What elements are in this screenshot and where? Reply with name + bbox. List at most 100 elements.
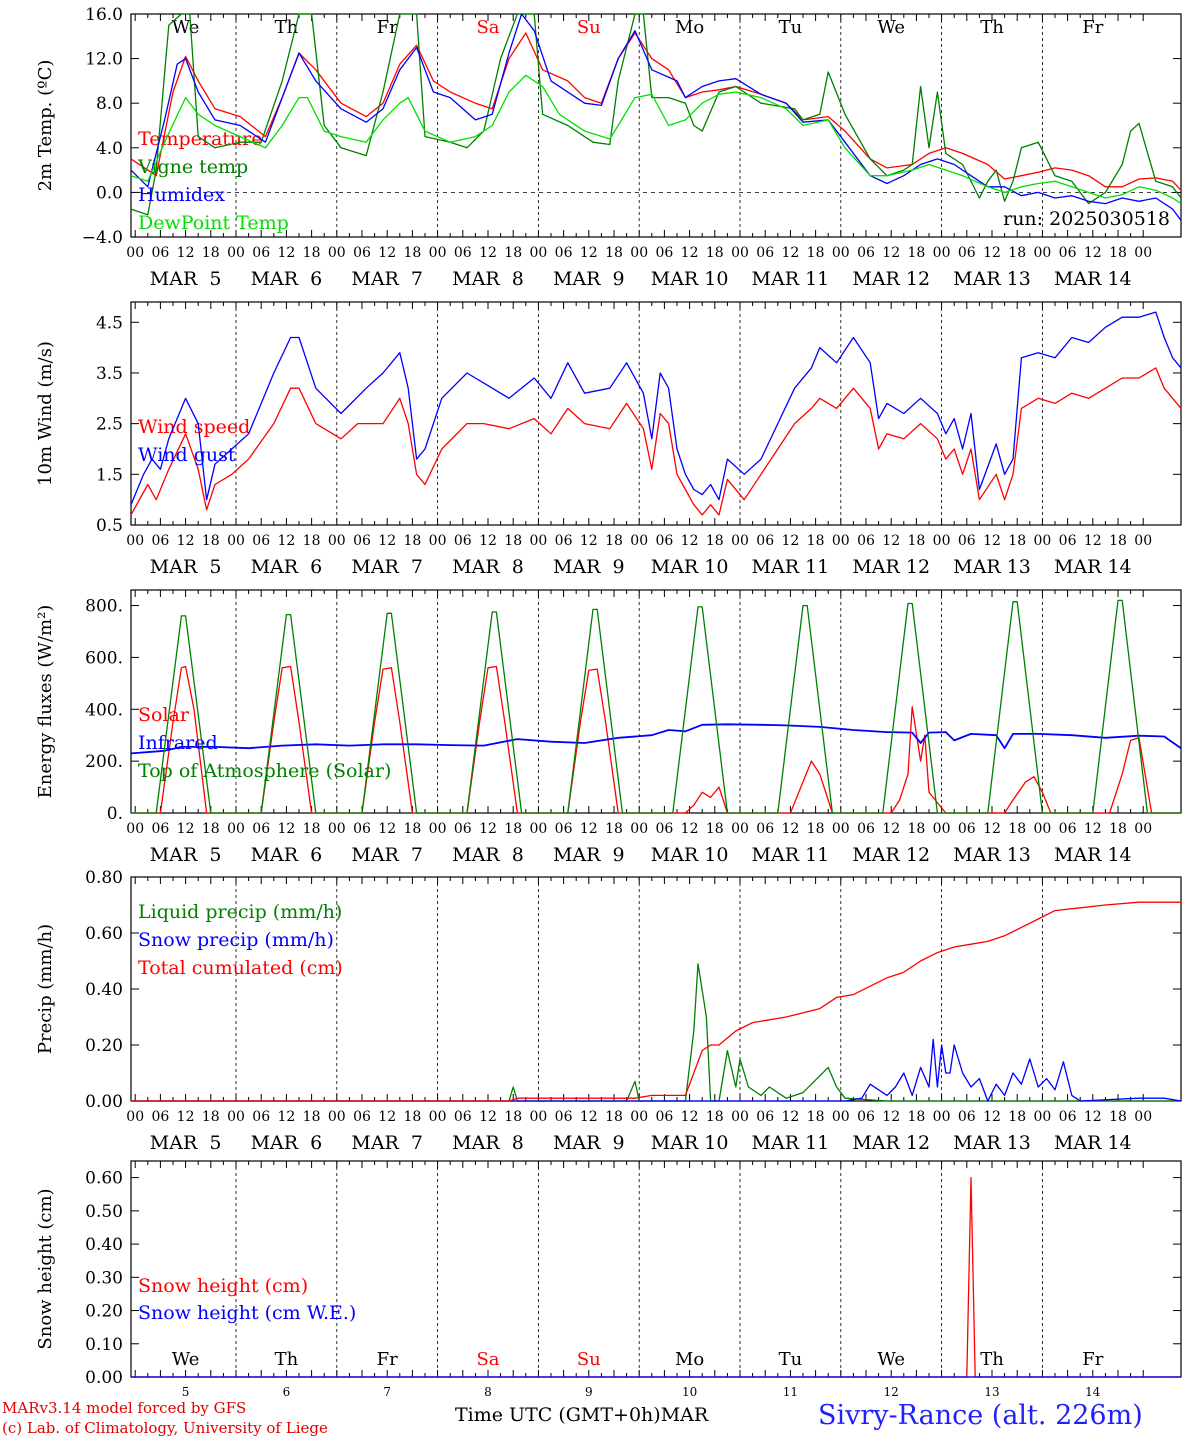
hour-tick-label: 00 <box>1134 245 1152 261</box>
date-label: MAR 10 <box>651 1132 729 1154</box>
y-tick-label: 12.0 <box>85 50 123 70</box>
hour-tick-label: 06 <box>958 821 976 837</box>
weekday-label: Th <box>980 1349 1004 1370</box>
y-tick-label: 600. <box>85 648 123 668</box>
legend-label: Top of Atmosphere (Solar) <box>138 760 391 782</box>
hour-tick-label: 18 <box>403 245 421 261</box>
date-label: MAR 12 <box>852 1132 930 1154</box>
hour-tick-label: 12 <box>681 821 699 837</box>
y-axis-label: 2m Temp. (ºC) <box>35 60 56 192</box>
hour-tick-label: 12 <box>681 245 699 261</box>
hour-tick-label: 00 <box>1134 533 1152 549</box>
hour-tick-label: 18 <box>202 533 220 549</box>
hour-tick-label: 00 <box>1134 821 1152 837</box>
hour-tick-label: 06 <box>756 821 774 837</box>
hour-tick-label: 00 <box>227 1109 245 1125</box>
hour-tick-label: 18 <box>807 533 825 549</box>
series-line <box>130 74 1182 205</box>
hour-tick-label: 12 <box>580 1109 598 1125</box>
weekday-label: We <box>172 1349 200 1370</box>
weekday-label: We <box>877 17 905 38</box>
hour-tick-label: 00 <box>933 821 951 837</box>
series-line <box>130 723 1182 755</box>
hour-tick-label: 18 <box>605 533 623 549</box>
hour-tick-label: 06 <box>958 245 976 261</box>
legend-label: Snow height (cm W.E.) <box>138 1302 356 1324</box>
hour-tick-label: 00 <box>429 533 447 549</box>
hour-tick-label: 00 <box>832 821 850 837</box>
hour-tick-label: 18 <box>202 1109 220 1125</box>
date-label: MAR 9 <box>553 268 625 290</box>
hour-tick-label: 18 <box>403 821 421 837</box>
weekday-label: Sa <box>476 17 499 38</box>
date-label: MAR 13 <box>953 556 1031 578</box>
y-tick-label: 16.0 <box>85 5 123 25</box>
y-tick-label: 0.30 <box>85 1268 123 1288</box>
hour-tick-label: 00 <box>529 533 547 549</box>
y-axis-label: Snow height (cm) <box>35 1188 56 1349</box>
hour-tick-label: 06 <box>958 533 976 549</box>
date-label: MAR 5 <box>150 268 222 290</box>
series-line <box>131 665 1181 814</box>
hour-tick-label: 06 <box>655 1109 673 1125</box>
date-label: MAR 14 <box>1054 1132 1132 1154</box>
date-label: MAR 9 <box>553 1132 625 1154</box>
hour-tick-label: 18 <box>706 533 724 549</box>
hour-tick-label: 00 <box>1033 245 1051 261</box>
hour-tick-label: 06 <box>756 245 774 261</box>
weekday-label: Tu <box>779 17 803 38</box>
hour-tick-label: 00 <box>529 821 547 837</box>
lab-credit: (c) Lab. of Climatology, University of L… <box>2 1419 328 1437</box>
series-line <box>130 311 1182 505</box>
hour-tick-label: 00 <box>1033 1109 1051 1125</box>
hour-tick-label: 12 <box>580 245 598 261</box>
date-label: MAR 9 <box>553 556 625 578</box>
hour-tick-label: 18 <box>907 1109 925 1125</box>
legend-label: Wind speed <box>138 416 250 438</box>
panel-frame <box>130 1160 1182 1378</box>
hour-tick-label: 06 <box>353 533 371 549</box>
hour-tick-label: 18 <box>605 1109 623 1125</box>
hour-tick-label: 18 <box>1109 245 1127 261</box>
weekday-label: Mo <box>675 1349 704 1370</box>
y-tick-label: 200. <box>85 752 123 772</box>
hour-tick-label: 06 <box>151 533 169 549</box>
y-tick-label: 0.00 <box>85 1368 123 1388</box>
weekday-label: Su <box>577 17 601 38</box>
date-label: MAR 8 <box>452 268 524 290</box>
station-name: Sivry-Rance (alt. 226m) <box>818 1400 1143 1431</box>
hour-tick-label: 00 <box>630 1109 648 1125</box>
series-line <box>130 367 1182 516</box>
date-label: MAR 5 <box>150 556 222 578</box>
model-credit: MARv3.14 model forced by GFS <box>2 1399 247 1417</box>
hour-tick-label: 06 <box>353 821 371 837</box>
y-tick-label: 0.60 <box>85 924 123 944</box>
hour-tick-label: 18 <box>706 821 724 837</box>
legend-label: Temperature <box>138 128 262 150</box>
hour-tick-label: 12 <box>177 245 195 261</box>
y-tick-label: 0.10 <box>85 1335 123 1355</box>
hour-tick-label: 00 <box>126 1109 144 1125</box>
series-line <box>131 901 1181 1102</box>
hour-tick-label: 00 <box>529 1109 547 1125</box>
y-tick-label: 0. <box>107 804 123 824</box>
y-tick-label: 4.5 <box>96 313 123 333</box>
hour-tick-label: 12 <box>882 533 900 549</box>
hour-tick-label: 12 <box>580 821 598 837</box>
hour-tick-label: 06 <box>454 533 472 549</box>
hour-tick-label: 12 <box>1084 533 1102 549</box>
y-tick-label: 0.80 <box>85 868 123 888</box>
legend-label: Snow height (cm) <box>138 1275 308 1297</box>
hour-tick-label: 00 <box>227 533 245 549</box>
hour-tick-label: 06 <box>857 821 875 837</box>
hour-tick-label: 12 <box>1084 821 1102 837</box>
date-label: MAR 7 <box>351 1132 423 1154</box>
hour-tick-label: 00 <box>1033 533 1051 549</box>
hour-tick-label: 06 <box>756 1109 774 1125</box>
date-label: MAR 14 <box>1054 268 1132 290</box>
date-label: MAR 13 <box>953 1132 1031 1154</box>
hour-tick-label: 00 <box>429 821 447 837</box>
hour-tick-label: 12 <box>781 821 799 837</box>
hour-tick-label: 12 <box>983 821 1001 837</box>
y-tick-label: 0.00 <box>85 1092 123 1112</box>
